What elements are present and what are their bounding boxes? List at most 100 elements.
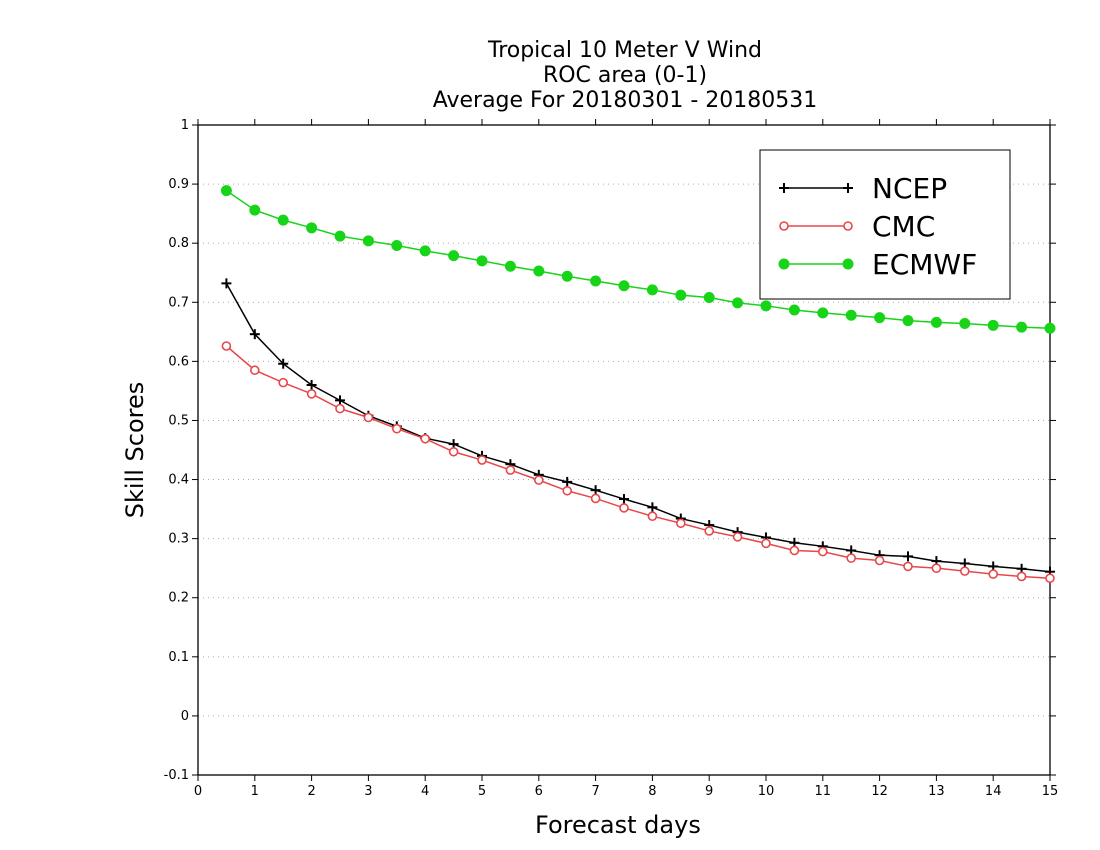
point-ecmwf-9 — [476, 255, 488, 267]
point-cmc-18 — [732, 532, 743, 542]
chart-title-line-2: ROC area (0-1) — [542, 63, 708, 88]
point-cmc-21 — [817, 546, 828, 557]
point-ecmwf-24 — [902, 315, 914, 327]
point-cmc-27 — [988, 569, 999, 579]
x-tick-label-9: 9 — [705, 784, 713, 799]
legend-marker-start-ecmwf — [778, 258, 790, 270]
point-ecmwf-6 — [391, 240, 403, 252]
point-ecmwf-22 — [845, 309, 857, 321]
point-ecmwf-25 — [930, 316, 942, 328]
point-cmc-24 — [903, 561, 913, 572]
x-tick-label-2: 2 — [307, 784, 315, 799]
point-ecmwf-15 — [646, 284, 658, 296]
point-cmc-20 — [789, 545, 800, 556]
legend-marker-start-ncep — [779, 183, 789, 193]
point-ecmwf-4 — [334, 230, 346, 242]
x-tick-label-10: 10 — [758, 784, 775, 799]
x-tick-label-1: 1 — [251, 784, 259, 799]
point-ncep-24 — [903, 551, 913, 562]
x-tick-label-5: 5 — [478, 784, 486, 799]
point-cmc-6 — [391, 423, 402, 434]
x-tick-label-12: 12 — [871, 784, 888, 799]
point-cmc-4 — [335, 403, 345, 414]
series-line-ncep — [225, 282, 1051, 573]
point-ncep-4 — [335, 395, 345, 406]
x-tick-label-3: 3 — [364, 784, 372, 799]
y-tick-label-8: 0.7 — [168, 295, 189, 310]
chart-title-line-1: Tropical 10 Meter V Wind — [487, 38, 763, 63]
point-ecmwf-20 — [788, 304, 800, 316]
point-cmc-8 — [448, 446, 459, 457]
point-ecmwf-26 — [959, 318, 971, 330]
point-ecmwf-12 — [561, 270, 573, 282]
point-cmc-3 — [306, 389, 317, 399]
y-tick-label-7: 0.6 — [168, 354, 189, 369]
point-cmc-28 — [1016, 571, 1027, 582]
point-ncep-2 — [278, 358, 289, 369]
point-ncep-13 — [590, 485, 601, 496]
x-tick-label-6: 6 — [535, 784, 543, 799]
point-ecmwf-29 — [1044, 322, 1056, 334]
point-ecmwf-14 — [618, 280, 630, 292]
point-ncep-14 — [619, 494, 629, 505]
point-ecmwf-21 — [817, 307, 829, 319]
point-ecmwf-13 — [590, 275, 602, 287]
point-cmc-11 — [533, 475, 544, 485]
point-ncep-12 — [562, 476, 573, 487]
x-tick-label-15: 15 — [1042, 784, 1059, 799]
point-ecmwf-1 — [249, 204, 261, 216]
plot-frame — [197, 124, 1051, 776]
y-tick-label-4: 0.3 — [168, 532, 189, 547]
legend-label-ecmwf: ECMWF — [872, 248, 977, 281]
y-tick-label-10: 0.9 — [168, 177, 189, 192]
point-ecmwf-11 — [533, 265, 545, 277]
point-ecmwf-10 — [504, 260, 516, 272]
y-axis-label: Skill Scores — [121, 381, 149, 519]
point-cmc-5 — [363, 412, 374, 423]
y-tick-label-6: 0.5 — [168, 413, 189, 428]
point-cmc-19 — [761, 538, 771, 549]
legend-box — [759, 149, 1011, 300]
y-tick-label-3: 0.2 — [168, 591, 189, 606]
point-cmc-12 — [562, 485, 573, 496]
point-ecmwf-23 — [874, 312, 886, 324]
point-cmc-26 — [959, 566, 970, 576]
legend-label-cmc: CMC — [872, 210, 935, 243]
x-axis-label: Forecast days — [535, 811, 701, 839]
point-ecmwf-19 — [760, 300, 772, 312]
series-line-cmc — [225, 345, 1051, 579]
x-tick-label-7: 7 — [591, 784, 599, 799]
point-cmc-13 — [590, 493, 601, 504]
x-tick-label-13: 13 — [928, 784, 945, 799]
point-cmc-9 — [477, 455, 487, 465]
point-ecmwf-2 — [277, 214, 289, 226]
x-tick-label-11: 11 — [815, 784, 832, 799]
x-tick-label-4: 4 — [421, 784, 429, 799]
point-cmc-29 — [1045, 573, 1055, 584]
point-ecmwf-7 — [419, 245, 431, 257]
y-tick-label-0: -0.1 — [164, 768, 189, 783]
point-cmc-17 — [704, 526, 715, 536]
point-cmc-22 — [846, 553, 857, 563]
legend-marker-start-cmc — [779, 221, 789, 231]
point-ncep-3 — [306, 380, 317, 390]
y-tick-label-2: 0.1 — [168, 650, 189, 665]
point-ecmwf-8 — [448, 250, 460, 262]
point-ncep-1 — [249, 329, 260, 340]
chart-title-line-3: Average For 20180301 - 20180531 — [432, 88, 818, 113]
point-cmc-25 — [931, 563, 942, 573]
legend-marker-end-ncep — [843, 183, 853, 193]
point-ecmwf-3 — [306, 222, 318, 234]
point-cmc-2 — [278, 377, 289, 388]
point-ecmwf-0 — [220, 185, 232, 197]
y-tick-label-5: 0.4 — [168, 473, 189, 488]
point-ncep-0 — [221, 278, 232, 289]
point-cmc-7 — [420, 433, 431, 444]
point-ncep-15 — [647, 502, 658, 513]
point-cmc-23 — [874, 555, 885, 566]
legend-marker-end-ecmwf — [842, 258, 854, 270]
point-cmc-15 — [647, 511, 658, 521]
y-tick-label-11: 1 — [181, 118, 189, 133]
point-cmc-10 — [505, 465, 516, 475]
point-ecmwf-5 — [362, 235, 374, 247]
